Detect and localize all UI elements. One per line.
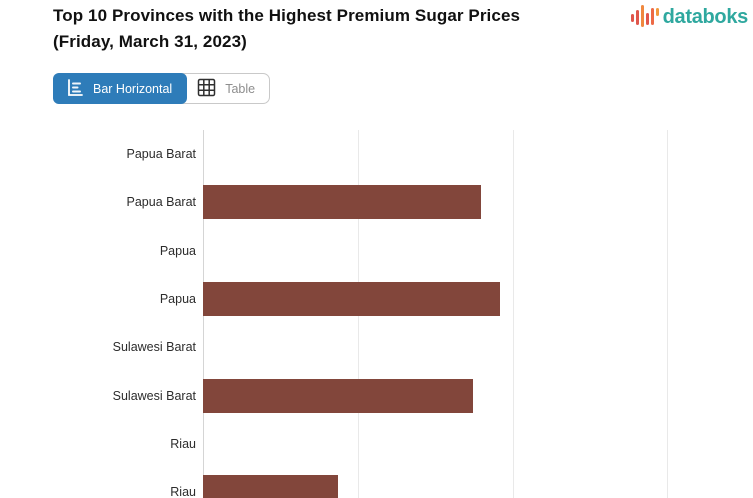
chart-row: Papua Barat [0, 178, 753, 226]
equalizer-bar [645, 13, 649, 25]
bar-papua[interactable] [203, 282, 500, 317]
chart-title-line2: (Friday, March 31, 2023) [53, 32, 247, 51]
x-gridline [512, 130, 514, 498]
databoks-logo-text: databoks [662, 5, 749, 28]
chart-row: Sulawesi Barat [0, 372, 753, 420]
chart-row: Papua Barat [0, 130, 753, 178]
equalizer-bar [650, 7, 654, 25]
bar-horizontal-icon [66, 78, 85, 100]
bar-sulawesi-barat[interactable] [203, 378, 473, 413]
plot-area: Papua Barat Papua Barat Papua Papua Sulawesi… [0, 130, 753, 498]
chart-title-line1: Top 10 Provinces with the Highest Premiu… [53, 6, 521, 25]
chart-row: Riau [0, 468, 753, 498]
chart-row: Sulawesi Barat [0, 323, 753, 371]
category-label: Sulawesi Barat [112, 388, 196, 403]
table-button-label: Table [225, 81, 256, 96]
category-label: Papua Barat [126, 195, 197, 210]
bar-horizontal-button-label: Bar Horizontal [93, 81, 173, 96]
chart-row: Papua [0, 227, 753, 275]
category-label: Papua Barat [126, 147, 197, 162]
bar-riau[interactable] [203, 475, 338, 498]
equalizer-bars-icon [630, 3, 660, 31]
category-label: Papua [159, 243, 196, 258]
equalizer-bar [655, 8, 659, 16]
bar-papua-barat[interactable] [203, 185, 481, 220]
databoks-logo: databoks [630, 3, 748, 31]
category-label: Riau [170, 436, 196, 451]
equalizer-bar [640, 5, 644, 27]
table-button[interactable]: Table [186, 74, 269, 103]
chart-row: Papua [0, 275, 753, 323]
category-label: Papua [159, 292, 196, 307]
chart-view-toggle: Bar Horizontal Table [53, 73, 271, 104]
category-label: Riau [170, 485, 196, 498]
table-grid-icon [196, 77, 217, 101]
equalizer-bar [630, 14, 634, 22]
chart-title: Top 10 Provinces with the Highest Premiu… [53, 3, 613, 55]
chart-row: Riau [0, 420, 753, 468]
x-gridline [667, 130, 669, 498]
equalizer-bar [635, 9, 639, 25]
category-label: Sulawesi Barat [112, 340, 196, 355]
bar-horizontal-button[interactable]: Bar Horizontal [53, 73, 188, 104]
